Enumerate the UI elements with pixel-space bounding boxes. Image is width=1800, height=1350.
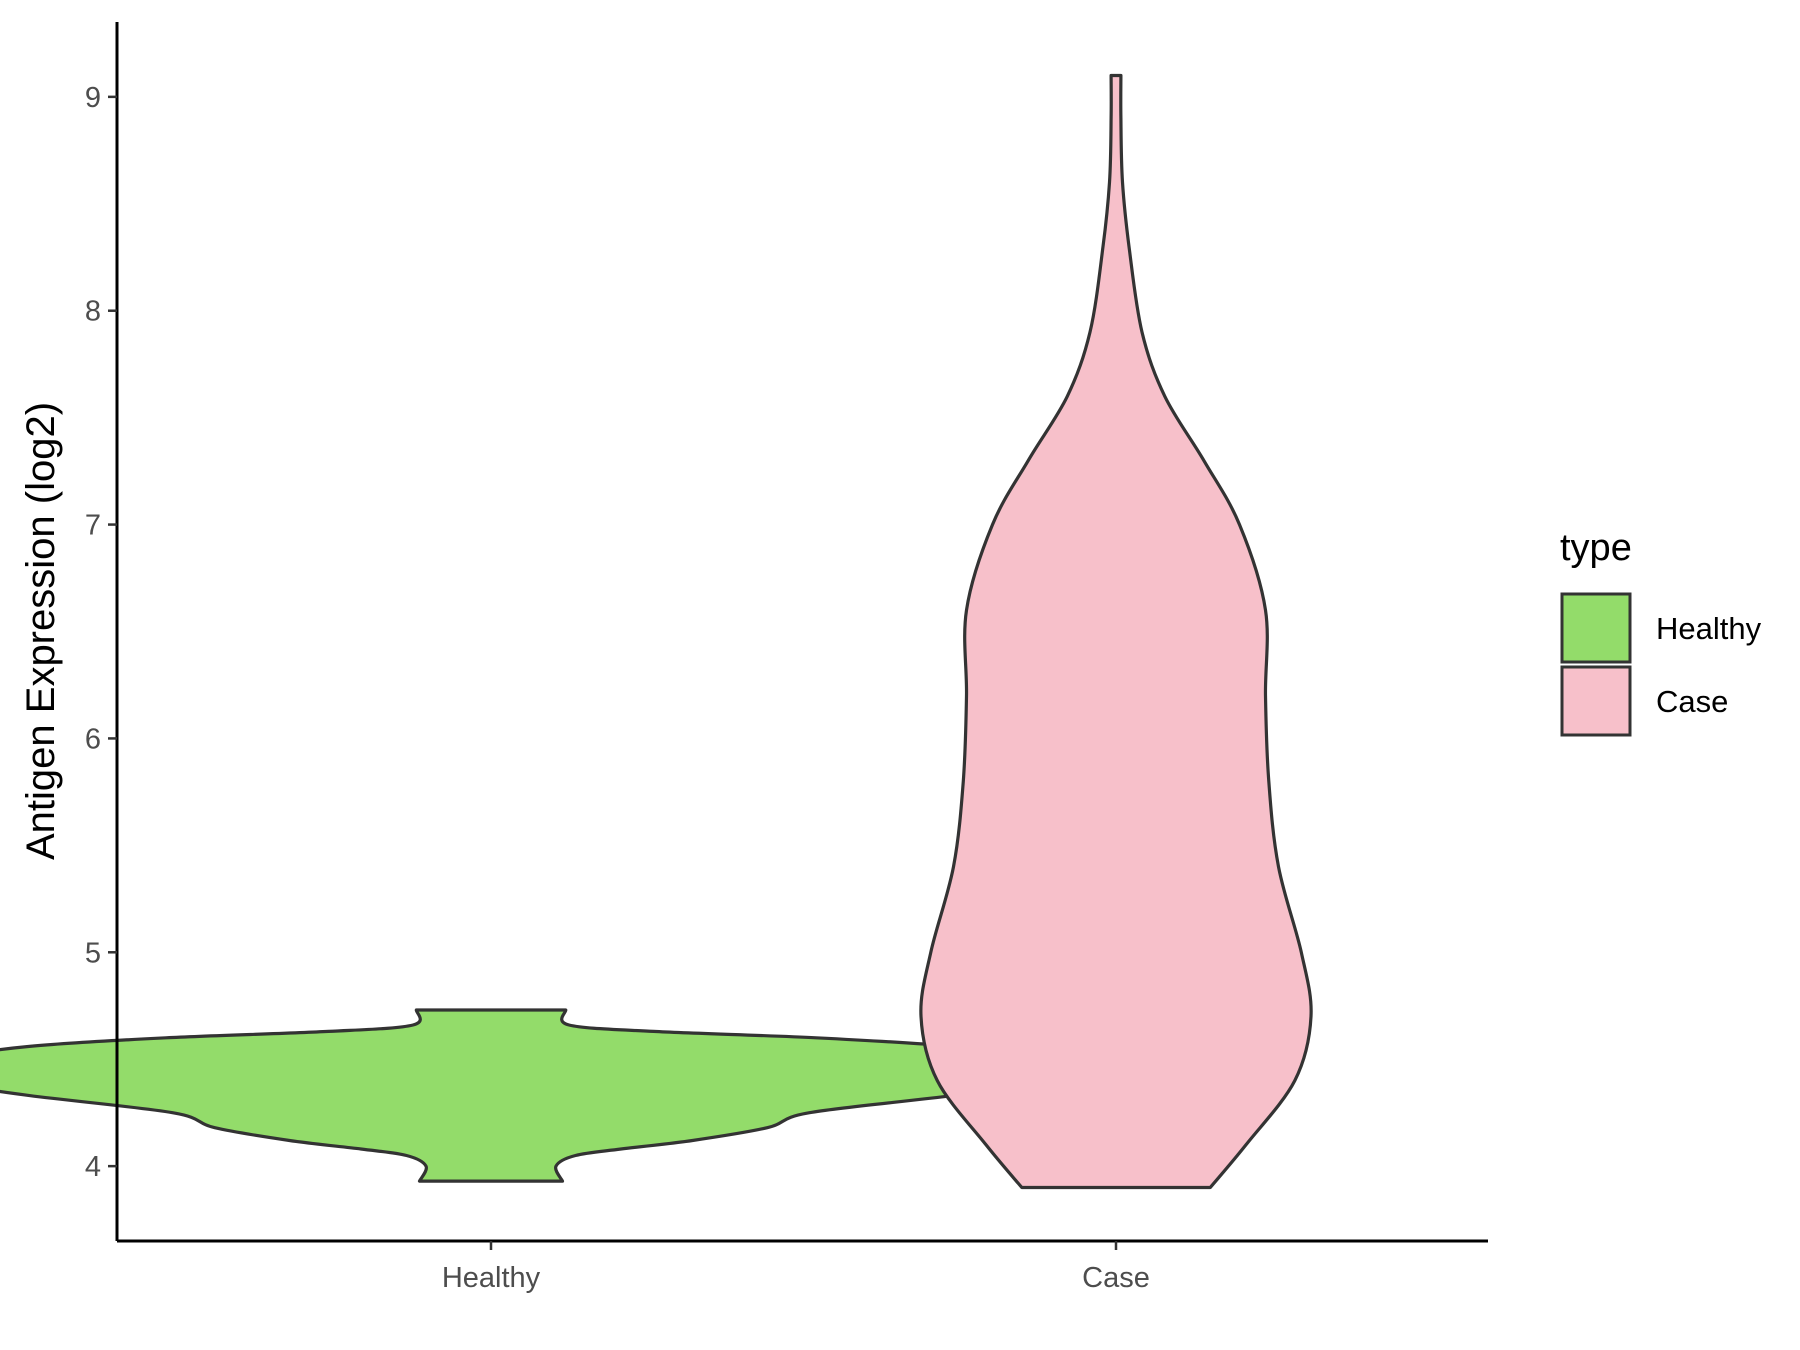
x-tick-label: Case [1082, 1262, 1150, 1294]
legend-key-case [1560, 665, 1632, 737]
y-axis-title: Antigen Expression (log2) [19, 402, 63, 860]
violin-healthy [0, 1008, 1078, 1183]
legend-title: type [1560, 527, 1632, 569]
y-tick-label: 9 [85, 82, 101, 114]
x-tick-label: Healthy [442, 1262, 541, 1294]
plot-area [0, 73, 1313, 1190]
y-tick-label: 5 [85, 937, 101, 969]
y-axis: 4 5 6 7 8 9 [85, 22, 119, 1241]
legend-key-healthy [1560, 592, 1632, 664]
y-tick-label: 8 [85, 296, 101, 328]
y-tick-label: 6 [85, 723, 101, 755]
violin-case [919, 73, 1313, 1190]
legend: type Healthy Case [1560, 527, 1762, 737]
x-axis: Healthy Case [117, 1239, 1488, 1294]
legend-label: Case [1656, 684, 1728, 719]
legend-label: Healthy [1656, 611, 1762, 646]
y-tick-label: 4 [85, 1151, 101, 1183]
y-tick-label: 7 [85, 510, 101, 542]
